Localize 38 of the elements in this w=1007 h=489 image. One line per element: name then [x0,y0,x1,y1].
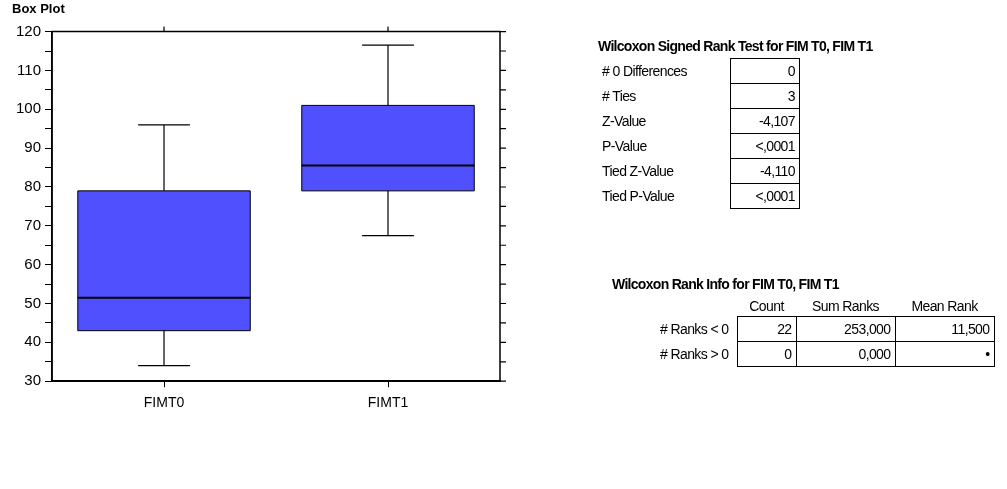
text: Mean Rank [910,297,979,316]
text: P-Value [601,137,648,156]
text: 11,500 [895,316,994,342]
y-tick-label: 100 [16,99,42,117]
text: 0,000 [796,341,895,367]
text: 253,000 [796,316,895,342]
y-tick-label: 80 [24,177,42,195]
text: # Ranks < 0 [659,320,730,339]
text: # Ties [601,87,637,106]
y-tick-label: 50 [24,293,42,311]
y-tick-label: 110 [17,60,42,78]
text: -4,107 [730,108,800,134]
text: 0 [737,341,796,367]
text: Tied Z-Value [601,162,675,181]
text: Count [748,297,786,316]
text: Z-Value [601,112,647,131]
text: Tied P-Value [601,187,676,206]
x-tick-label: FIMT1 [367,394,409,411]
text: Sum Ranks [811,297,880,316]
text: <,0001 [730,133,800,159]
y-tick-label: 30 [24,371,42,389]
y-tick-label: 120 [16,21,42,39]
text: 22 [737,316,796,342]
text: <,0001 [730,183,800,209]
y-tick-label: 40 [24,332,42,350]
text: 0 [730,58,800,84]
text: -4,110 [730,158,800,184]
text: Wilcoxon Signed Rank Test for FIM T0, FIM T1 [598,38,873,54]
chart-title: Box Plot [12,1,66,17]
text: 3 [730,83,800,109]
y-tick-label: 70 [24,215,42,233]
y-tick-label: 60 [24,254,42,272]
y-tick-label: 90 [24,138,42,156]
text: # 0 Differences [601,62,688,81]
text: # Ranks > 0 [659,345,730,364]
x-tick-label: FIMT0 [143,394,185,411]
text: • [895,341,994,367]
text: Wilcoxon Rank Info for FIM T0, FIM T1 [612,276,840,292]
